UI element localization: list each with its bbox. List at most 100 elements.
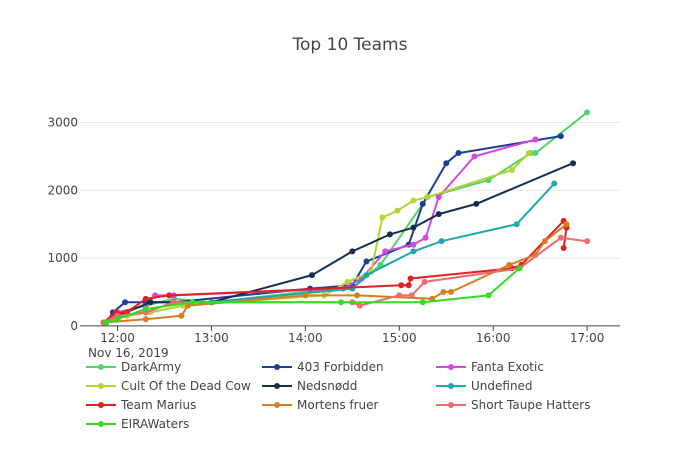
- data-point[interactable]: [541, 238, 548, 245]
- data-point[interactable]: [525, 150, 532, 157]
- data-point[interactable]: [584, 238, 591, 245]
- data-point[interactable]: [407, 275, 414, 282]
- data-point[interactable]: [419, 200, 426, 207]
- data-point[interactable]: [142, 305, 149, 312]
- data-point[interactable]: [506, 261, 513, 268]
- y-tick-label: 2000: [47, 183, 78, 197]
- data-point[interactable]: [419, 299, 426, 306]
- data-point[interactable]: [379, 214, 386, 221]
- data-point[interactable]: [435, 211, 442, 218]
- x-tick-label: 15:00: [382, 331, 417, 345]
- data-point[interactable]: [142, 316, 149, 323]
- legend-item[interactable]: DarkArmy: [86, 360, 181, 374]
- series-mortens-fruer: [100, 221, 570, 326]
- data-point[interactable]: [398, 282, 405, 289]
- data-point[interactable]: [363, 272, 370, 279]
- data-point[interactable]: [408, 292, 415, 299]
- legend-swatch-marker: [274, 364, 280, 370]
- data-point[interactable]: [509, 167, 515, 173]
- series-line: [103, 236, 588, 324]
- data-point[interactable]: [410, 248, 417, 255]
- data-point[interactable]: [189, 299, 196, 306]
- x-tick-label: 16:00: [476, 331, 511, 345]
- data-point[interactable]: [386, 231, 393, 238]
- data-point[interactable]: [485, 292, 492, 299]
- legend-item[interactable]: Team Marius: [86, 398, 196, 412]
- data-point[interactable]: [422, 234, 429, 241]
- data-point[interactable]: [557, 133, 564, 140]
- data-point[interactable]: [142, 295, 149, 302]
- legend-label: Fanta Exotic: [471, 360, 544, 374]
- legend[interactable]: DarkArmy 403 Forbidden Fanta Exotic Cult Of…: [86, 360, 591, 431]
- data-point[interactable]: [166, 292, 173, 299]
- data-point[interactable]: [356, 302, 363, 309]
- data-point[interactable]: [471, 153, 478, 160]
- data-point[interactable]: [410, 197, 417, 204]
- legend-item[interactable]: Short Taupe Hatters: [436, 398, 591, 412]
- data-point[interactable]: [394, 207, 401, 214]
- legend-label: Short Taupe Hatters: [471, 398, 591, 412]
- data-point[interactable]: [114, 316, 121, 323]
- y-axis-ticks: 0 1000 2000 3000: [47, 116, 78, 333]
- data-point[interactable]: [584, 109, 591, 116]
- data-point[interactable]: [410, 241, 417, 248]
- data-point[interactable]: [349, 248, 356, 255]
- legend-swatch-marker: [448, 402, 454, 408]
- data-point[interactable]: [455, 150, 462, 157]
- data-point[interactable]: [551, 180, 558, 187]
- legend-swatch-marker: [98, 364, 104, 370]
- data-point[interactable]: [363, 258, 370, 265]
- data-point[interactable]: [440, 289, 447, 296]
- legend-item[interactable]: Cult Of the Dead Cow: [86, 379, 251, 393]
- data-point[interactable]: [308, 272, 315, 279]
- data-point[interactable]: [447, 289, 454, 296]
- data-point[interactable]: [302, 292, 309, 299]
- data-point[interactable]: [516, 265, 523, 272]
- legend-label: Undefined: [471, 379, 533, 393]
- data-point[interactable]: [438, 238, 445, 245]
- y-tick-label: 0: [70, 319, 78, 333]
- data-point[interactable]: [532, 150, 539, 157]
- data-point[interactable]: [396, 292, 403, 299]
- series-eirawaters: [103, 265, 523, 326]
- legend-label: EIRAWaters: [121, 417, 189, 431]
- legend-swatch-marker: [98, 402, 104, 408]
- data-point[interactable]: [557, 234, 564, 241]
- data-point[interactable]: [560, 244, 567, 251]
- data-point[interactable]: [338, 299, 345, 306]
- data-point[interactable]: [435, 194, 442, 201]
- legend-item[interactable]: Undefined: [436, 379, 533, 393]
- legend-item[interactable]: Fanta Exotic: [436, 360, 544, 374]
- legend-item[interactable]: 403 Forbidden: [262, 360, 384, 374]
- data-point[interactable]: [344, 278, 351, 285]
- data-point[interactable]: [354, 292, 361, 299]
- data-point[interactable]: [570, 160, 577, 167]
- data-point[interactable]: [473, 200, 480, 207]
- legend-label: Mortens fruer: [297, 398, 379, 412]
- x-axis-ticks: 12:00 13:00 14:00 15:00 16:00 17:00: [100, 325, 604, 345]
- legend-label: Cult Of the Dead Cow: [121, 379, 251, 393]
- legend-swatch-marker: [274, 402, 280, 408]
- data-point[interactable]: [147, 299, 154, 306]
- data-point[interactable]: [443, 160, 450, 167]
- legend-item[interactable]: Mortens fruer: [262, 398, 379, 412]
- data-point[interactable]: [532, 136, 539, 143]
- data-point[interactable]: [405, 282, 412, 289]
- legend-label: 403 Forbidden: [297, 360, 384, 374]
- data-point[interactable]: [410, 224, 417, 231]
- data-point[interactable]: [178, 312, 185, 319]
- data-point[interactable]: [424, 194, 431, 201]
- data-point[interactable]: [103, 319, 110, 326]
- data-point[interactable]: [122, 299, 129, 306]
- data-point[interactable]: [563, 221, 570, 228]
- data-point[interactable]: [513, 221, 520, 228]
- data-point[interactable]: [421, 278, 428, 285]
- legend-label: Nedsnødd: [297, 379, 357, 393]
- legend-swatch-marker: [448, 364, 454, 370]
- x-tick-label: 13:00: [194, 331, 229, 345]
- plot-area: [100, 109, 591, 326]
- legend-item[interactable]: Nedsnødd: [262, 379, 357, 393]
- legend-item[interactable]: EIRAWaters: [86, 417, 189, 431]
- data-point[interactable]: [382, 248, 389, 255]
- y-gridlines: [80, 122, 620, 259]
